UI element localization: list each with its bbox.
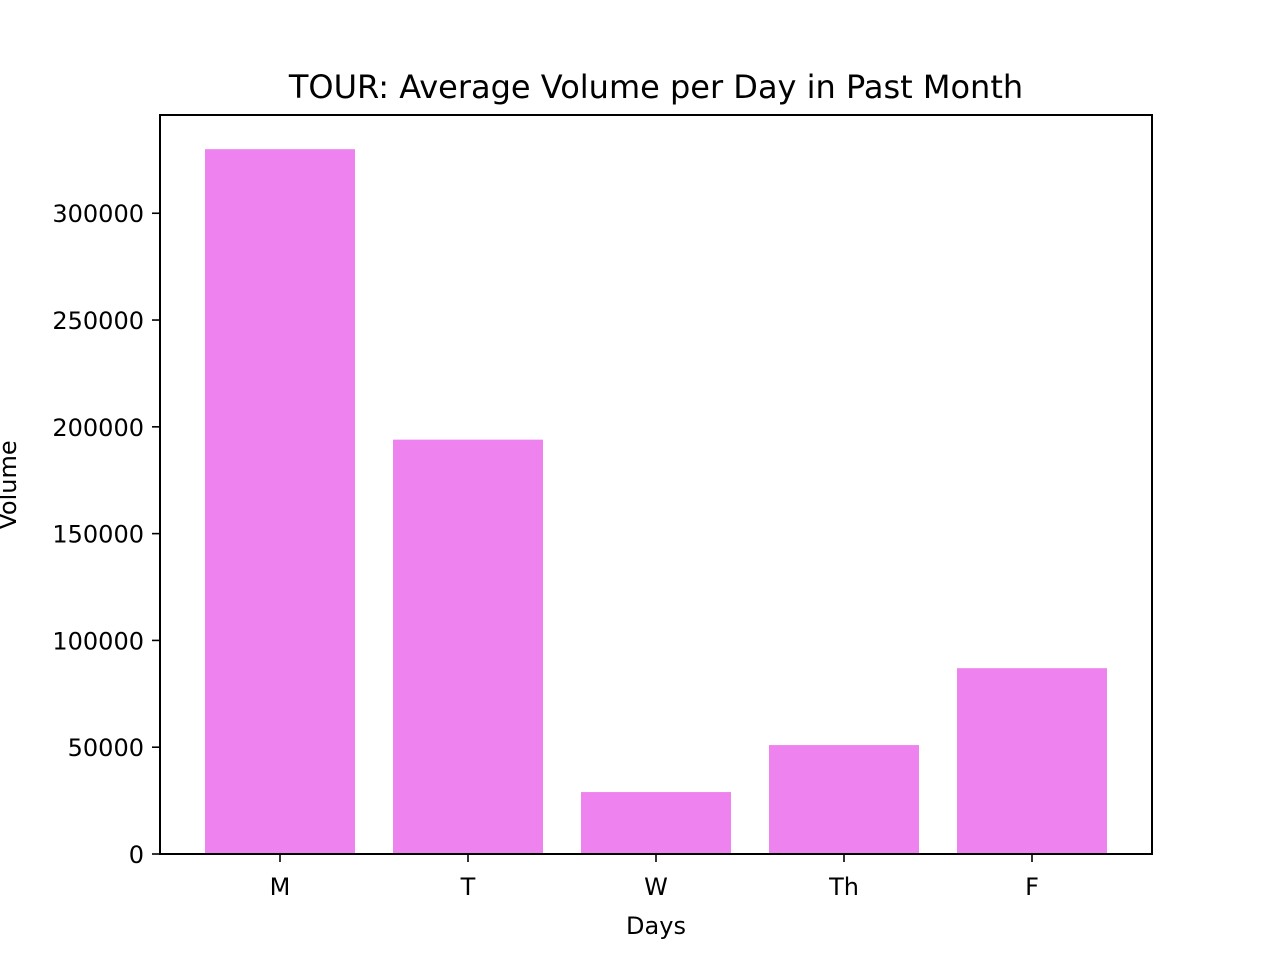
y-axis-ticks: 0 50000 100000 150000 200000 250000 300000 — [52, 200, 160, 869]
y-tick-label: 150000 — [52, 521, 144, 549]
chart-title: TOUR: Average Volume per Day in Past Mon… — [288, 68, 1023, 106]
x-tick-label: T — [460, 873, 476, 901]
y-tick-label: 250000 — [52, 307, 144, 335]
x-axis-ticks: M T W Th F — [270, 854, 1039, 901]
bar-th — [769, 745, 919, 854]
bar-w — [581, 792, 731, 854]
x-tick-label: M — [270, 873, 291, 901]
y-tick-label: 300000 — [52, 200, 144, 228]
x-tick-label: F — [1025, 873, 1039, 901]
bar-f — [957, 668, 1107, 854]
x-axis-label: Days — [626, 912, 686, 940]
x-tick-label: Th — [828, 873, 859, 901]
bar-t — [393, 439, 543, 854]
y-axis-label: Volume — [0, 440, 22, 529]
y-tick-label: 200000 — [52, 414, 144, 442]
y-tick-label: 50000 — [68, 734, 144, 762]
x-tick-label: W — [644, 873, 668, 901]
bars-group — [205, 149, 1107, 855]
bar-m — [205, 149, 355, 855]
y-tick-label: 0 — [129, 841, 144, 869]
y-tick-label: 100000 — [52, 627, 144, 655]
